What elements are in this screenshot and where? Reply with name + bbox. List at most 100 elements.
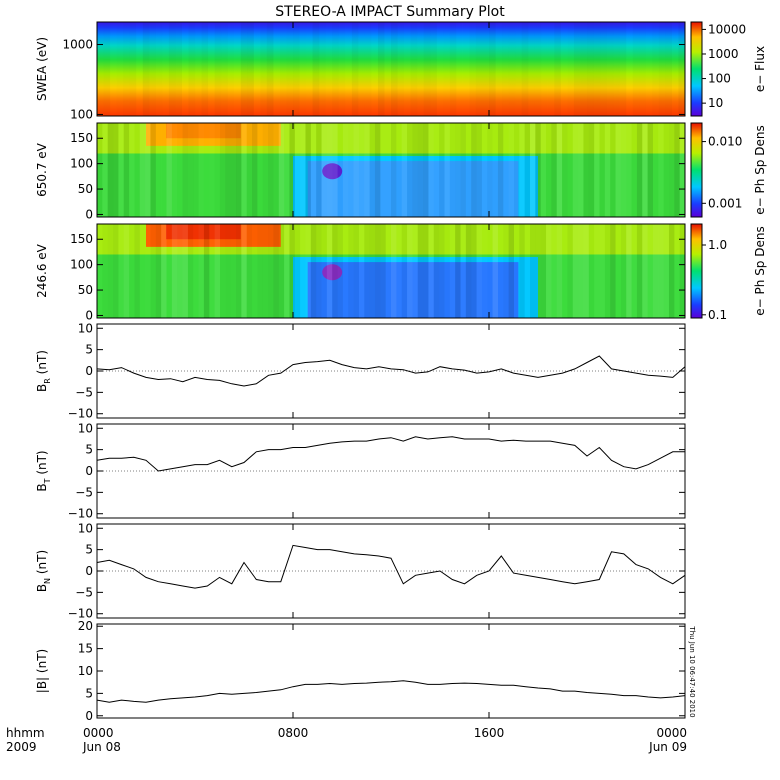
series-line-7 — [96, 680, 686, 703]
heatmap-texture-37 — [294, 123, 301, 217]
heatmap-texture-109 — [679, 224, 685, 318]
ytick-label: −10 — [68, 607, 93, 621]
colorbar-tick-label: 10 — [708, 96, 723, 110]
swea-texture-86 — [658, 22, 666, 116]
swea-texture-77 — [600, 22, 607, 116]
swea-texture-1 — [104, 22, 111, 116]
ylabel: 246.6 eV — [35, 243, 49, 298]
swea-texture-45 — [391, 22, 398, 116]
panel-frame — [96, 623, 686, 719]
heatmap-texture-37 — [295, 224, 300, 318]
ytick-label: 100 — [70, 107, 93, 121]
swea-texture-57 — [469, 22, 476, 116]
heatmap-texture-97 — [615, 123, 621, 217]
heatmap-texture-48 — [353, 123, 359, 217]
swea-texture-79 — [613, 22, 620, 116]
heatmap-texture-12 — [161, 123, 166, 217]
heatmap-texture-79 — [519, 224, 525, 318]
heatmap-texture-34 — [278, 224, 285, 318]
ytick-label: 0 — [85, 308, 93, 322]
heatmap-texture-106 — [664, 123, 669, 217]
heatmap-texture-1 — [102, 123, 108, 217]
swea-texture-39 — [351, 22, 359, 116]
ylabel-unit: (nT) — [35, 450, 49, 478]
heatmap-texture-82 — [535, 123, 541, 217]
ylabel-unit: (nT) — [35, 550, 49, 578]
swea-texture-65 — [521, 22, 529, 116]
heatmap-texture-53 — [380, 224, 386, 318]
heatmap-texture-4 — [118, 123, 124, 217]
plot-title: STEREO-A IMPACT Summary Plot — [275, 4, 505, 20]
heatmap-texture-15 — [177, 123, 182, 217]
swea-texture-41 — [365, 22, 372, 116]
heatmap-texture-94 — [599, 224, 605, 318]
ylabel-main: B — [35, 584, 49, 592]
heatmap-texture-74 — [492, 224, 498, 318]
heatmap-texture-48 — [353, 224, 359, 318]
heatmap-texture-67 — [455, 224, 461, 318]
swea-texture-46 — [398, 22, 405, 116]
heatmap-texture-46 — [343, 224, 348, 318]
heatmap-texture-10 — [150, 224, 155, 318]
heatmap-texture-27 — [241, 224, 247, 318]
heatmap-texture-41 — [316, 224, 322, 318]
heatmap-texture-46 — [342, 123, 349, 217]
heatmap-texture-107 — [668, 224, 675, 318]
swea-texture-5 — [130, 22, 137, 116]
heatmap-texture-64 — [439, 224, 445, 318]
heatmap-texture-25 — [230, 123, 237, 217]
swea-texture-21 — [234, 22, 241, 116]
xtick-sublabel: Jun 09 — [648, 740, 687, 754]
swea-texture-14 — [188, 22, 195, 116]
heatmap-texture-72 — [482, 224, 487, 318]
series-line-5 — [96, 436, 685, 472]
heatmap-1 — [97, 22, 685, 116]
swea-texture-28 — [280, 22, 287, 116]
heatmap-texture-88 — [567, 123, 572, 217]
heatmap-texture-66 — [450, 123, 455, 217]
heatmap-minimum — [322, 264, 343, 281]
heatmap-texture-104 — [653, 123, 658, 217]
heatmap-texture-79 — [519, 123, 525, 217]
heatmap-texture-43 — [326, 123, 333, 217]
heatmap-texture-29 — [252, 123, 258, 217]
ytick-label: 10 — [78, 321, 93, 335]
swea-texture-43 — [377, 22, 385, 116]
xtick-label: 0800 — [278, 726, 309, 740]
heatmap-texture-14 — [171, 224, 178, 318]
heatmap-texture-70 — [471, 224, 477, 318]
colorbar-1 — [690, 21, 703, 117]
heatmap-texture-16 — [182, 224, 188, 318]
heatmap-texture-75 — [497, 123, 504, 217]
swea-texture-49 — [417, 22, 424, 116]
swea-texture-84 — [646, 22, 653, 116]
heatmap-texture-57 — [401, 123, 408, 217]
ytick-label: 1000 — [62, 38, 93, 52]
heatmap-enhancement-core — [166, 123, 241, 139]
heatmap-texture-99 — [626, 123, 632, 217]
heatmap-texture-89 — [572, 123, 579, 217]
heatmap-texture-56 — [396, 123, 401, 217]
ylabel-main: B — [35, 483, 49, 491]
heatmap-texture-90 — [578, 123, 584, 217]
heatmap-texture-7 — [134, 224, 140, 318]
heatmap-texture-108 — [674, 224, 679, 318]
swea-texture-80 — [620, 22, 627, 116]
heatmap-texture-47 — [348, 123, 354, 217]
heatmap-texture-102 — [642, 123, 648, 217]
heatmap-enhancement-core — [166, 224, 241, 240]
swea-texture-35 — [326, 22, 333, 116]
ylabel: 650.7 eV — [35, 142, 49, 197]
swea-spectrogram — [97, 22, 685, 116]
ylabel: BN (nT) — [35, 550, 52, 592]
heatmap-texture-62 — [428, 224, 434, 318]
heatmap-texture-49 — [358, 123, 365, 217]
colorbar-label: e− Ph Sp Dens — [753, 125, 767, 214]
heatmap-texture-53 — [380, 123, 385, 217]
heatmap-texture-50 — [364, 224, 370, 318]
heatmap-texture-11 — [156, 123, 161, 217]
heatmap-texture-54 — [386, 123, 391, 217]
heatmap-texture-84 — [546, 123, 551, 217]
ytick-label: 5 — [85, 443, 93, 457]
heatmap-texture-98 — [620, 123, 627, 217]
